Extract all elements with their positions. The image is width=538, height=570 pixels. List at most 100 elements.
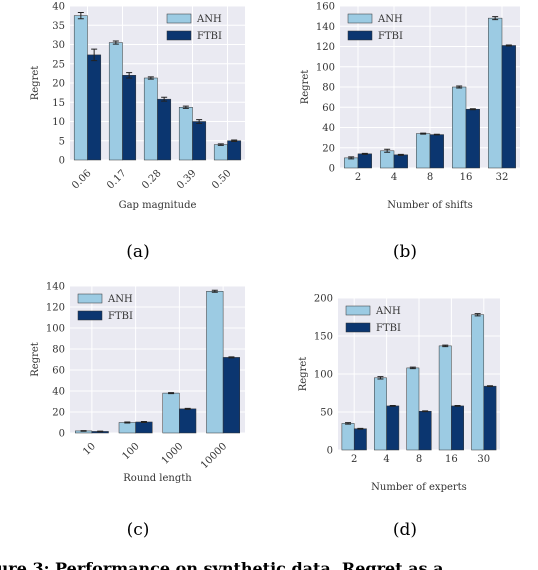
y-tick-label: 40 — [52, 387, 65, 398]
y-axis-label: Regret — [30, 66, 41, 101]
x-tick-label: 16 — [460, 172, 473, 183]
error-bar — [91, 48, 98, 62]
bar — [157, 98, 172, 161]
legend-swatch — [345, 322, 371, 333]
y-tick-label: 10 — [52, 117, 65, 128]
bar — [488, 17, 503, 169]
error-bar — [357, 427, 364, 430]
legend-swatch — [345, 305, 371, 316]
legend-swatch — [166, 30, 192, 41]
x-tick-label: 0.06 — [70, 168, 94, 192]
y-tick-label: 140 — [46, 282, 65, 293]
x-tick-label: 2 — [351, 454, 357, 465]
y-tick-label: 35 — [52, 21, 65, 32]
bar — [438, 345, 452, 451]
y-tick-label: 140 — [316, 22, 335, 33]
error-bar — [474, 313, 481, 317]
bar — [429, 134, 444, 169]
error-bar — [184, 407, 191, 410]
legend-label: FTBI — [376, 323, 401, 334]
bar — [222, 357, 240, 434]
y-tick-label: 150 — [314, 332, 333, 343]
error-bar — [377, 376, 384, 380]
error-bar — [196, 119, 203, 124]
error-bar — [97, 430, 104, 433]
error-bar — [433, 133, 440, 136]
error-bar — [140, 420, 147, 423]
legend-label: ANH — [377, 14, 403, 25]
legend-label: ANH — [375, 306, 401, 317]
error-bar — [217, 143, 224, 146]
legend-label: FTBI — [197, 31, 222, 42]
bar — [227, 140, 242, 161]
error-bar — [389, 405, 396, 407]
error-bar — [147, 76, 154, 80]
y-tick-label: 40 — [322, 123, 335, 134]
bar — [178, 107, 193, 161]
bar — [451, 405, 464, 451]
bar — [179, 408, 197, 434]
y-tick-label: 20 — [52, 79, 65, 90]
bar — [192, 121, 207, 161]
bar — [465, 109, 480, 169]
y-tick-label: 15 — [52, 98, 65, 109]
bar — [73, 15, 88, 161]
bar — [501, 45, 516, 169]
subfigure-label: (d) — [393, 520, 417, 540]
x-tick-label: 2 — [355, 172, 361, 183]
legend-swatch — [77, 293, 103, 304]
x-tick-label: 4 — [391, 172, 397, 183]
error-bar — [345, 422, 352, 425]
x-axis-label: Number of experts — [371, 482, 467, 493]
x-tick-label: 0.17 — [105, 168, 129, 192]
bar — [341, 423, 355, 451]
error-bar — [182, 105, 189, 109]
y-tick-label: 0 — [59, 156, 65, 167]
x-tick-label: 1000 — [160, 441, 186, 467]
bar — [386, 405, 400, 451]
legend-label: FTBI — [378, 31, 403, 42]
bar — [135, 421, 153, 434]
y-tick-label: 40 — [52, 2, 65, 13]
bar — [162, 392, 180, 434]
error-bar — [456, 85, 463, 89]
x-tick-label: 0.39 — [175, 168, 199, 192]
error-bar — [112, 40, 119, 45]
error-bar — [486, 385, 493, 388]
bar — [344, 157, 359, 169]
error-bar — [469, 108, 476, 111]
y-tick-label: 5 — [59, 136, 65, 147]
x-tick-label: 30 — [477, 454, 490, 465]
y-tick-label: 50 — [320, 408, 333, 419]
x-tick-label: 10000 — [199, 441, 229, 471]
subfigure-label: (c) — [127, 520, 150, 540]
y-tick-label: 120 — [46, 303, 65, 314]
x-tick-label: 4 — [383, 454, 389, 465]
caption: Figure 3: Performance on synthetic data.… — [0, 559, 443, 570]
error-bar — [211, 289, 218, 293]
error-bar — [126, 72, 133, 79]
error-bar — [77, 12, 84, 20]
error-bar — [442, 344, 449, 348]
error-bar — [348, 156, 355, 160]
bar — [483, 385, 497, 451]
y-tick-label: 0 — [327, 446, 333, 457]
y-tick-label: 60 — [322, 103, 335, 114]
error-bar — [384, 148, 391, 153]
error-bar — [161, 96, 168, 102]
y-tick-label: 80 — [322, 83, 335, 94]
error-bar — [397, 153, 404, 156]
bar — [452, 86, 467, 169]
legend-label: ANH — [196, 14, 222, 25]
x-tick-label: 10 — [81, 441, 98, 458]
bar — [416, 133, 431, 169]
x-axis-label: Number of shifts — [387, 200, 472, 211]
y-tick-label: 120 — [316, 42, 335, 53]
subfigure-label: (b) — [393, 242, 417, 262]
y-tick-label: 25 — [52, 59, 65, 70]
legend-label: FTBI — [108, 311, 133, 322]
y-tick-label: 60 — [52, 366, 65, 377]
bar — [471, 314, 485, 451]
x-tick-label: 16 — [445, 454, 458, 465]
bar — [213, 144, 228, 161]
